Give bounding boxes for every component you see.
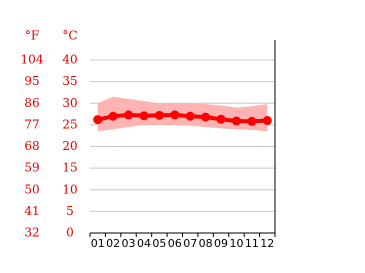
x-tick-label: 10 — [229, 237, 243, 250]
y2-axis-title: °F — [25, 29, 39, 43]
data-point — [108, 111, 118, 121]
data-point — [170, 110, 180, 120]
y-tick-label: 0 — [66, 226, 74, 240]
y2-tick-label: 41 — [24, 204, 39, 218]
y-tick-label: 20 — [62, 139, 77, 153]
x-tick-label: 01 — [91, 237, 105, 250]
data-point — [247, 116, 257, 126]
data-point — [216, 114, 226, 124]
y-tick-label: 35 — [62, 74, 77, 88]
x-tick-label: 03 — [122, 237, 136, 250]
y2-tick-label: 86 — [24, 96, 39, 110]
x-tick-label: 08 — [199, 237, 213, 250]
y-tick-label: 25 — [62, 117, 77, 131]
y2-tick-label: 59 — [24, 161, 39, 175]
y-tick-label: 40 — [62, 53, 77, 67]
y-tick-label: 15 — [62, 161, 77, 175]
x-tick-label: 06 — [168, 237, 182, 250]
data-point — [93, 115, 103, 125]
y2-tick-label: 77 — [24, 117, 39, 131]
data-point — [231, 116, 241, 126]
y-tick-label: 5 — [66, 204, 74, 218]
data-point — [124, 110, 134, 120]
data-point — [154, 110, 164, 120]
x-tick-label: 05 — [152, 237, 166, 250]
y2-tick-label: 95 — [24, 74, 39, 88]
data-point — [262, 116, 272, 126]
x-tick-label: 02 — [106, 237, 120, 250]
x-tick-label: 04 — [137, 237, 151, 250]
y-axis-title: °C — [62, 29, 77, 43]
x-tick-label: 07 — [183, 237, 197, 250]
data-point — [185, 111, 195, 121]
x-tick-label: 12 — [260, 237, 274, 250]
data-point — [139, 111, 149, 121]
y2-tick-label: 68 — [24, 139, 39, 153]
data-point — [201, 112, 211, 122]
y2-tick-label: 104 — [21, 53, 44, 67]
y-tick-label: 30 — [62, 96, 77, 110]
x-tick-label: 11 — [245, 237, 259, 250]
y2-tick-label: 50 — [24, 182, 39, 196]
y2-tick-label: 32 — [24, 226, 39, 240]
x-tick-label: 09 — [214, 237, 228, 250]
y-tick-label: 10 — [62, 182, 77, 196]
